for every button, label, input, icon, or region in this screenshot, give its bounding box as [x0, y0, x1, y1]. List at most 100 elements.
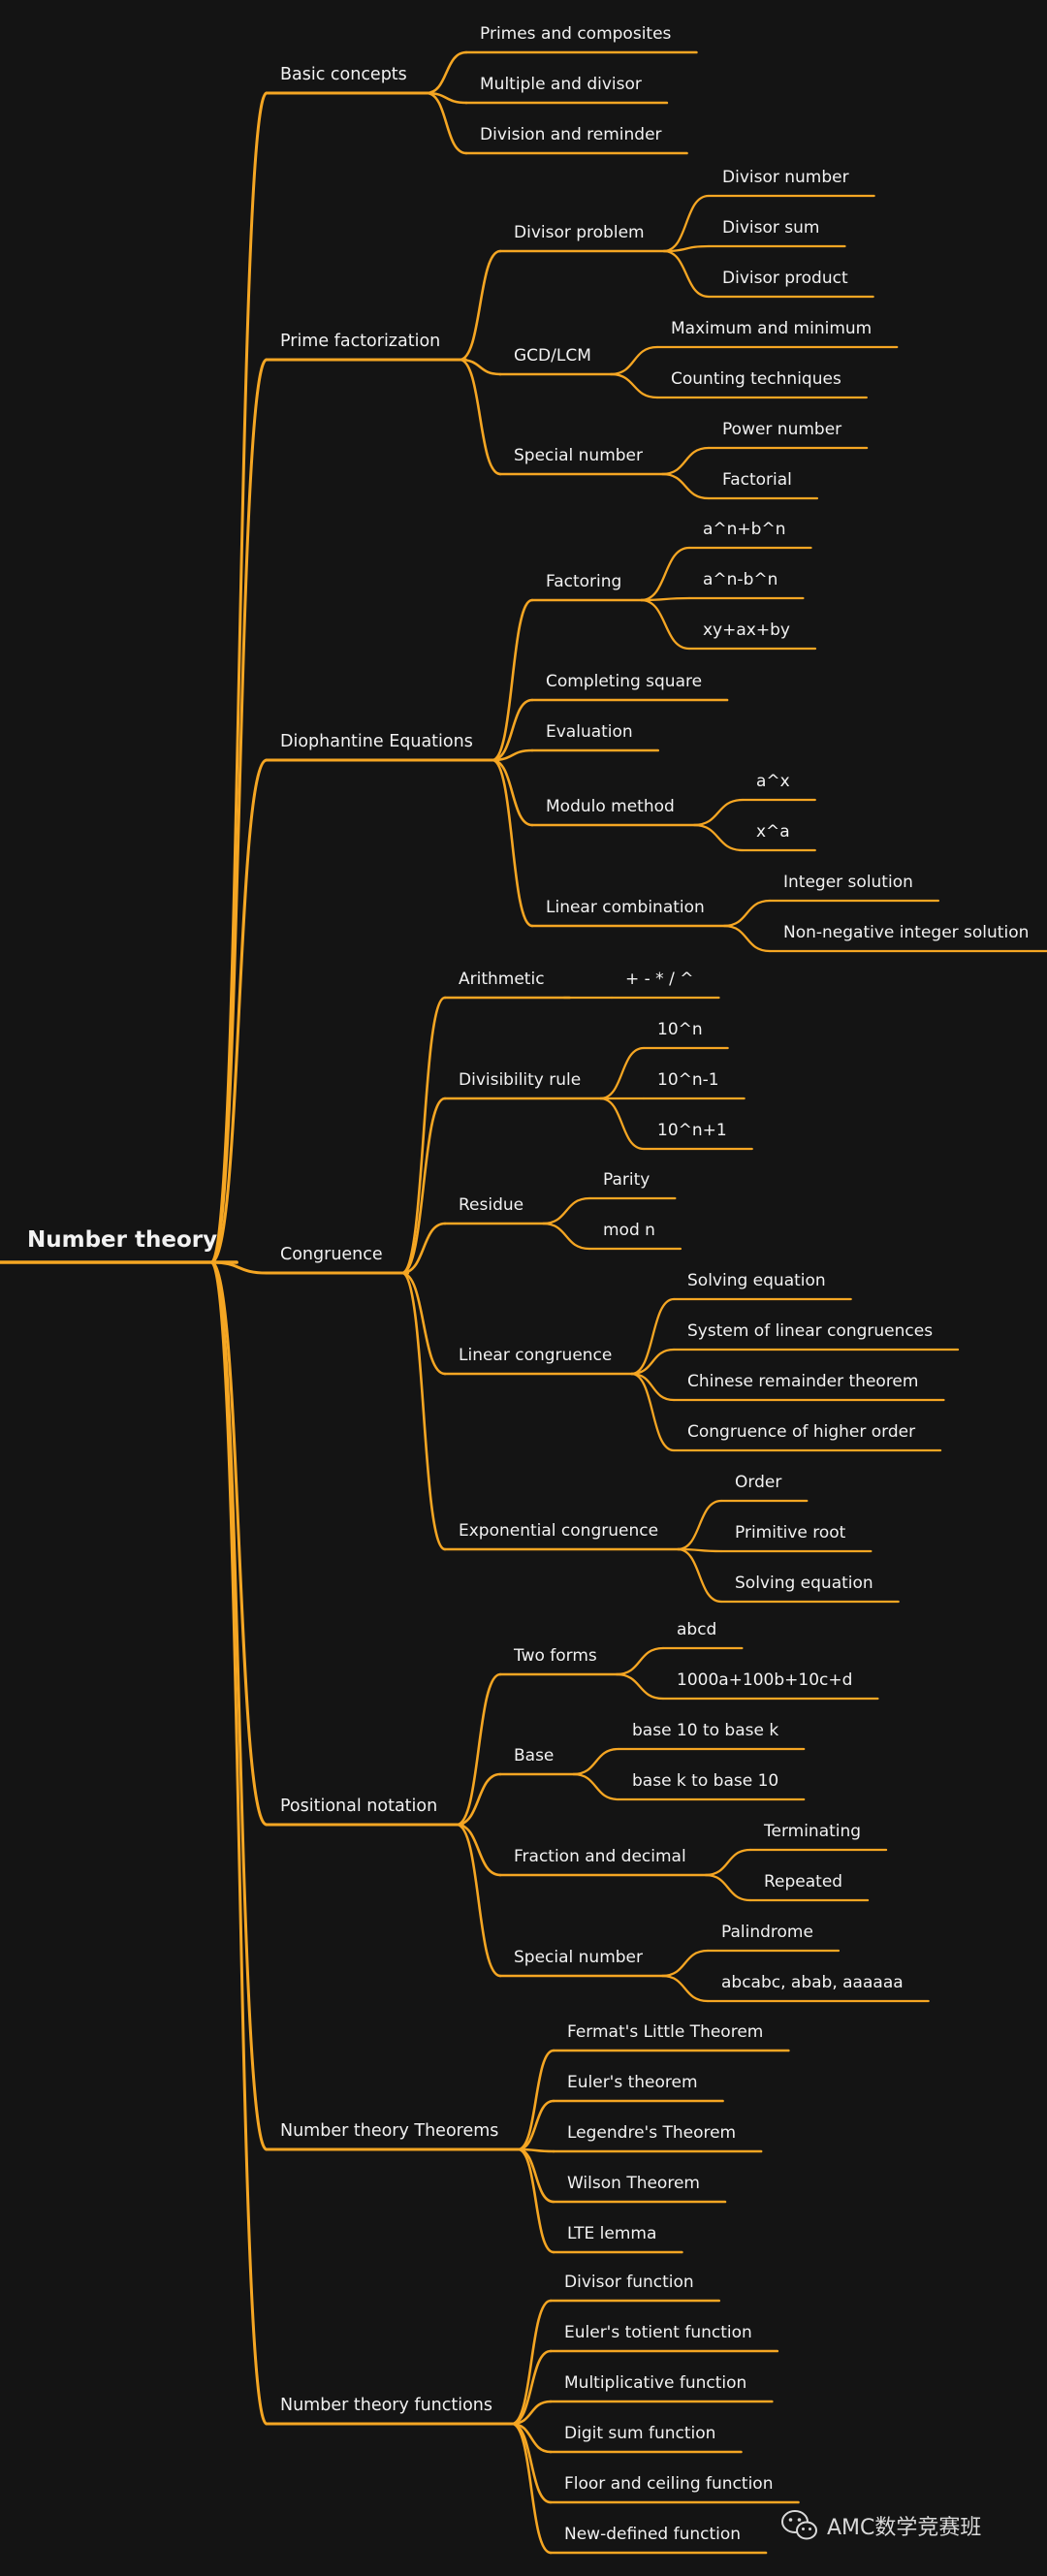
connector-divisibility-rule [400, 1097, 447, 1275]
topic-two-forms[interactable]: Two forms [514, 1646, 597, 1666]
topic-repeated[interactable]: Repeated [764, 1872, 843, 1892]
topic-multiple-and-divisor[interactable]: Multiple and divisor [480, 75, 642, 94]
connector-10-pow-n-plus-1 [599, 1097, 646, 1151]
topic-floor-and-ceiling-function[interactable]: Floor and ceiling function [564, 2474, 774, 2494]
topic-positional-notation[interactable]: Positional notation [280, 1797, 438, 1816]
topic-mod-n[interactable]: mod n [603, 1221, 655, 1240]
topic-fermat-s-little-theorem[interactable]: Fermat's Little Theorem [567, 2022, 764, 2042]
topic-10-pow-n[interactable]: 10^n [657, 1020, 703, 1039]
topic-10-pow-n-plus-1[interactable]: 10^n+1 [657, 1121, 727, 1140]
topic-new-defined-function[interactable]: New-defined function [564, 2525, 742, 2544]
connector-number-theory-theorems [209, 1260, 269, 2151]
topic-fraction-and-decimal[interactable]: Fraction and decimal [514, 1847, 686, 1866]
connector-base [455, 1772, 502, 1827]
topic-factorial[interactable]: Factorial [722, 470, 792, 490]
topic-divisor-function[interactable]: Divisor function [564, 2273, 694, 2292]
connector-a-pow-n-plus-b-pow-n [640, 546, 691, 602]
connector-mod-n [541, 1222, 591, 1251]
connector-new-defined-function [510, 2422, 553, 2555]
connector-euler-s-theorem [517, 2099, 555, 2151]
connector-repeated [704, 1873, 752, 1902]
topic-parity[interactable]: Parity [603, 1170, 650, 1190]
topic-special-number[interactable]: Special number [514, 1948, 644, 1967]
topic-divisibility-rule[interactable]: Divisibility rule [459, 1070, 582, 1090]
connector-linear-congruence [400, 1271, 447, 1376]
topic-base-k-to-base-10[interactable]: base k to base 10 [632, 1771, 779, 1791]
topic-divisor-sum[interactable]: Divisor sum [722, 218, 820, 238]
topic-euler-s-theorem[interactable]: Euler's theorem [567, 2073, 698, 2092]
connector-maximum-and-minimum [609, 345, 659, 376]
topic-a-pow-n-b-pow-n[interactable]: a^n-b^n [703, 570, 778, 589]
topic-maximum-and-minimum[interactable]: Maximum and minimum [671, 319, 872, 338]
topic-palindrome[interactable]: Palindrome [721, 1923, 813, 1942]
topic-abcabc-abab-aaaaaa[interactable]: abcabc, abab, aaaaaa [721, 1973, 904, 1992]
connector-fraction-and-decimal [455, 1823, 502, 1877]
topic-integer-solution[interactable]: Integer solution [783, 873, 913, 892]
topic-division-and-reminder[interactable]: Division and reminder [480, 125, 662, 144]
topic-x-pow-a[interactable]: x^a [756, 822, 790, 842]
topic-special-number[interactable]: Special number [514, 446, 644, 465]
connector-counting-techniques [609, 372, 659, 399]
topic-xy-plus-ax-plus-by[interactable]: xy+ax+by [703, 620, 790, 640]
topic-plus-pow[interactable]: + - * / ^ [625, 970, 694, 989]
topic-10-pow-n-1[interactable]: 10^n-1 [657, 1070, 719, 1090]
topic-residue[interactable]: Residue [459, 1195, 524, 1215]
topic-arithmetic[interactable]: Arithmetic [459, 970, 545, 989]
topic-basic-concepts[interactable]: Basic concepts [280, 65, 407, 84]
connector-factorial [660, 472, 711, 500]
topic-divisor-number[interactable]: Divisor number [722, 168, 849, 187]
topic-number-theory-functions[interactable]: Number theory functions [280, 2396, 493, 2415]
topic-divisor-product[interactable]: Divisor product [722, 269, 848, 288]
topic-terminating[interactable]: Terminating [764, 1822, 862, 1841]
topic-diophantine-equations[interactable]: Diophantine Equations [280, 732, 473, 751]
topic-primitive-root[interactable]: Primitive root [735, 1523, 846, 1542]
topic-congruence[interactable]: Congruence [280, 1245, 383, 1264]
topic-a-pow-n-plus-b-pow-n[interactable]: a^n+b^n [703, 520, 786, 539]
topic-linear-combination[interactable]: Linear combination [546, 898, 705, 917]
topic-evaluation[interactable]: Evaluation [546, 722, 633, 742]
topic-1000a-plus-100b-plus-10c-plus-d[interactable]: 1000a+100b+10c+d [677, 1670, 853, 1690]
topic-solving-equation[interactable]: Solving equation [735, 1574, 873, 1593]
topic-prime-factorization[interactable]: Prime factorization [280, 332, 441, 351]
connector-divisor-problem [458, 249, 502, 362]
topic-order[interactable]: Order [735, 1473, 782, 1492]
connector-terminating [704, 1848, 752, 1877]
connector-congruence [209, 1260, 269, 1275]
root-topic[interactable]: Number theory [27, 1227, 218, 1253]
topic-legendre-s-theorem[interactable]: Legendre's Theorem [567, 2123, 737, 2143]
connector-base-k-to-base-10 [572, 1772, 620, 1801]
topic-congruence-of-higher-order[interactable]: Congruence of higher order [687, 1422, 916, 1442]
topic-completing-square[interactable]: Completing square [546, 672, 703, 691]
connector-divisor-function [510, 2299, 553, 2426]
connector-primes-and-composites [425, 50, 468, 95]
topic-digit-sum-function[interactable]: Digit sum function [564, 2424, 716, 2443]
topic-counting-techniques[interactable]: Counting techniques [671, 369, 841, 389]
topic-factoring[interactable]: Factoring [546, 572, 622, 591]
topic-a-pow-x[interactable]: a^x [756, 772, 790, 791]
topic-system-of-linear-congruences[interactable]: System of linear congruences [687, 1321, 934, 1341]
topic-abcd[interactable]: abcd [677, 1620, 717, 1639]
topic-lte-lemma[interactable]: LTE lemma [567, 2224, 657, 2243]
connector-chinese-remainder-theorem [630, 1372, 676, 1402]
topic-divisor-problem[interactable]: Divisor problem [514, 223, 645, 242]
topic-non-negative-integer-solution[interactable]: Non-negative integer solution [783, 923, 1030, 942]
connector-completing-square [491, 698, 534, 762]
topic-base-10-to-base-k[interactable]: base 10 to base k [632, 1721, 779, 1740]
topic-exponential-congruence[interactable]: Exponential congruence [459, 1521, 659, 1541]
topic-power-number[interactable]: Power number [722, 420, 842, 439]
topic-base[interactable]: Base [514, 1746, 555, 1765]
topic-wilson-theorem[interactable]: Wilson Theorem [567, 2174, 700, 2193]
topic-solving-equation[interactable]: Solving equation [687, 1271, 826, 1290]
topic-gcd-lcm[interactable]: GCD/LCM [514, 346, 591, 366]
connector-base-10-to-base-k [572, 1747, 620, 1776]
topic-euler-s-totient-function[interactable]: Euler's totient function [564, 2323, 752, 2342]
connector-diophantine-equations [209, 758, 269, 1264]
topic-linear-congruence[interactable]: Linear congruence [459, 1346, 613, 1365]
connector-number-theory-functions [209, 1260, 269, 2426]
topic-multiplicative-function[interactable]: Multiplicative function [564, 2373, 747, 2393]
topic-primes-and-composites[interactable]: Primes and composites [480, 24, 672, 44]
topic-chinese-remainder-theorem[interactable]: Chinese remainder theorem [687, 1372, 919, 1391]
topic-number-theory-theorems[interactable]: Number theory Theorems [280, 2121, 499, 2141]
topic-modulo-method[interactable]: Modulo method [546, 797, 675, 816]
